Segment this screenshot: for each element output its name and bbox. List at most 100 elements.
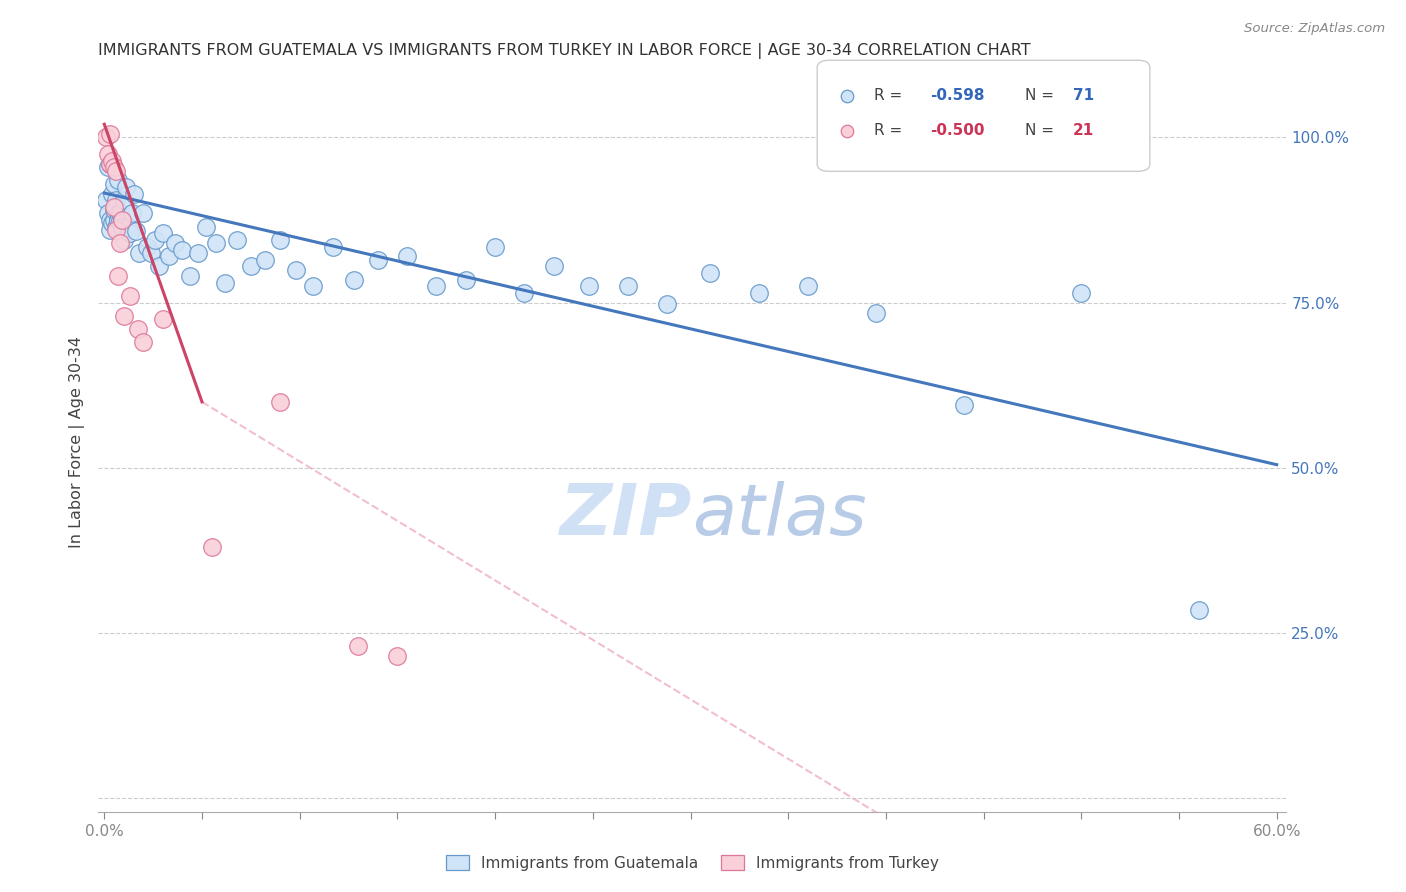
Point xyxy=(367,252,389,267)
Point xyxy=(107,213,129,227)
Point xyxy=(98,127,121,141)
Point xyxy=(201,541,224,555)
Point xyxy=(347,640,370,654)
Legend: Immigrants from Guatemala, Immigrants from Turkey: Immigrants from Guatemala, Immigrants fr… xyxy=(446,855,939,871)
Point xyxy=(617,279,640,293)
Point xyxy=(105,163,128,178)
Point xyxy=(204,236,226,251)
Point xyxy=(108,236,131,251)
Point xyxy=(112,194,135,208)
Point xyxy=(143,233,166,247)
Point xyxy=(111,219,134,234)
Point xyxy=(284,262,307,277)
Point xyxy=(1070,285,1092,300)
Point xyxy=(101,153,124,168)
Point xyxy=(513,285,536,300)
Point xyxy=(578,279,600,293)
Point xyxy=(425,279,447,293)
Point xyxy=(114,180,136,194)
Point xyxy=(543,260,565,274)
Point xyxy=(322,239,344,253)
Point xyxy=(103,203,125,218)
Point xyxy=(98,157,121,171)
Point xyxy=(118,289,141,303)
Point xyxy=(105,223,128,237)
Point xyxy=(97,147,120,161)
Point xyxy=(796,279,818,293)
Point xyxy=(111,213,134,227)
Point xyxy=(141,246,163,260)
Point xyxy=(152,312,174,326)
Text: -0.500: -0.500 xyxy=(931,123,984,138)
Point xyxy=(172,243,194,257)
Text: N =: N = xyxy=(1025,88,1054,103)
Point xyxy=(253,252,276,267)
Point xyxy=(103,200,125,214)
Text: 21: 21 xyxy=(1073,123,1094,138)
Point xyxy=(1187,603,1209,617)
Point xyxy=(454,272,477,286)
Point xyxy=(118,227,141,241)
Point xyxy=(148,260,170,274)
Text: -0.598: -0.598 xyxy=(931,88,984,103)
Point xyxy=(302,279,325,293)
Point xyxy=(101,216,124,230)
FancyBboxPatch shape xyxy=(817,61,1150,171)
Text: R =: R = xyxy=(875,88,903,103)
Point xyxy=(98,223,121,237)
Point xyxy=(111,213,134,227)
Point xyxy=(107,173,129,187)
Point xyxy=(98,157,121,171)
Point xyxy=(132,206,155,220)
Point xyxy=(699,266,721,280)
Point xyxy=(98,213,121,227)
Point xyxy=(179,269,201,284)
Text: atlas: atlas xyxy=(692,481,868,550)
Point xyxy=(122,186,145,201)
Point xyxy=(226,233,249,247)
Point xyxy=(103,177,125,191)
Point xyxy=(163,236,186,251)
Point xyxy=(97,160,120,174)
Point xyxy=(97,206,120,220)
Point xyxy=(112,309,135,323)
Point xyxy=(103,213,125,227)
Text: ZIP: ZIP xyxy=(560,481,692,550)
Point xyxy=(121,206,143,220)
Point xyxy=(152,227,174,241)
Point xyxy=(132,335,155,350)
Point xyxy=(112,233,135,247)
Point xyxy=(107,206,129,220)
Point xyxy=(484,239,506,253)
Point xyxy=(103,160,125,174)
Point xyxy=(387,649,409,664)
Point xyxy=(239,260,262,274)
Point xyxy=(343,272,366,286)
Text: R =: R = xyxy=(875,123,903,138)
Point xyxy=(124,224,146,238)
Point xyxy=(194,219,217,234)
Point xyxy=(105,219,128,234)
Point xyxy=(105,194,128,208)
Text: 71: 71 xyxy=(1073,88,1094,103)
Point xyxy=(96,194,118,208)
Point xyxy=(128,246,150,260)
Point xyxy=(127,322,149,336)
Point xyxy=(136,239,159,253)
Point xyxy=(157,250,180,264)
Point xyxy=(107,269,129,284)
Point xyxy=(396,250,419,264)
Point xyxy=(107,213,129,227)
Point xyxy=(96,130,118,145)
Point xyxy=(101,157,124,171)
Point xyxy=(655,297,678,311)
Point xyxy=(117,219,139,234)
Point xyxy=(214,276,236,290)
Point xyxy=(187,246,209,260)
Point xyxy=(748,285,770,300)
Y-axis label: In Labor Force | Age 30-34: In Labor Force | Age 30-34 xyxy=(69,335,86,548)
Text: Source: ZipAtlas.com: Source: ZipAtlas.com xyxy=(1244,22,1385,36)
Point xyxy=(865,305,887,319)
Text: IMMIGRANTS FROM GUATEMALA VS IMMIGRANTS FROM TURKEY IN LABOR FORCE | AGE 30-34 C: IMMIGRANTS FROM GUATEMALA VS IMMIGRANTS … xyxy=(98,43,1031,59)
Point xyxy=(953,398,976,412)
